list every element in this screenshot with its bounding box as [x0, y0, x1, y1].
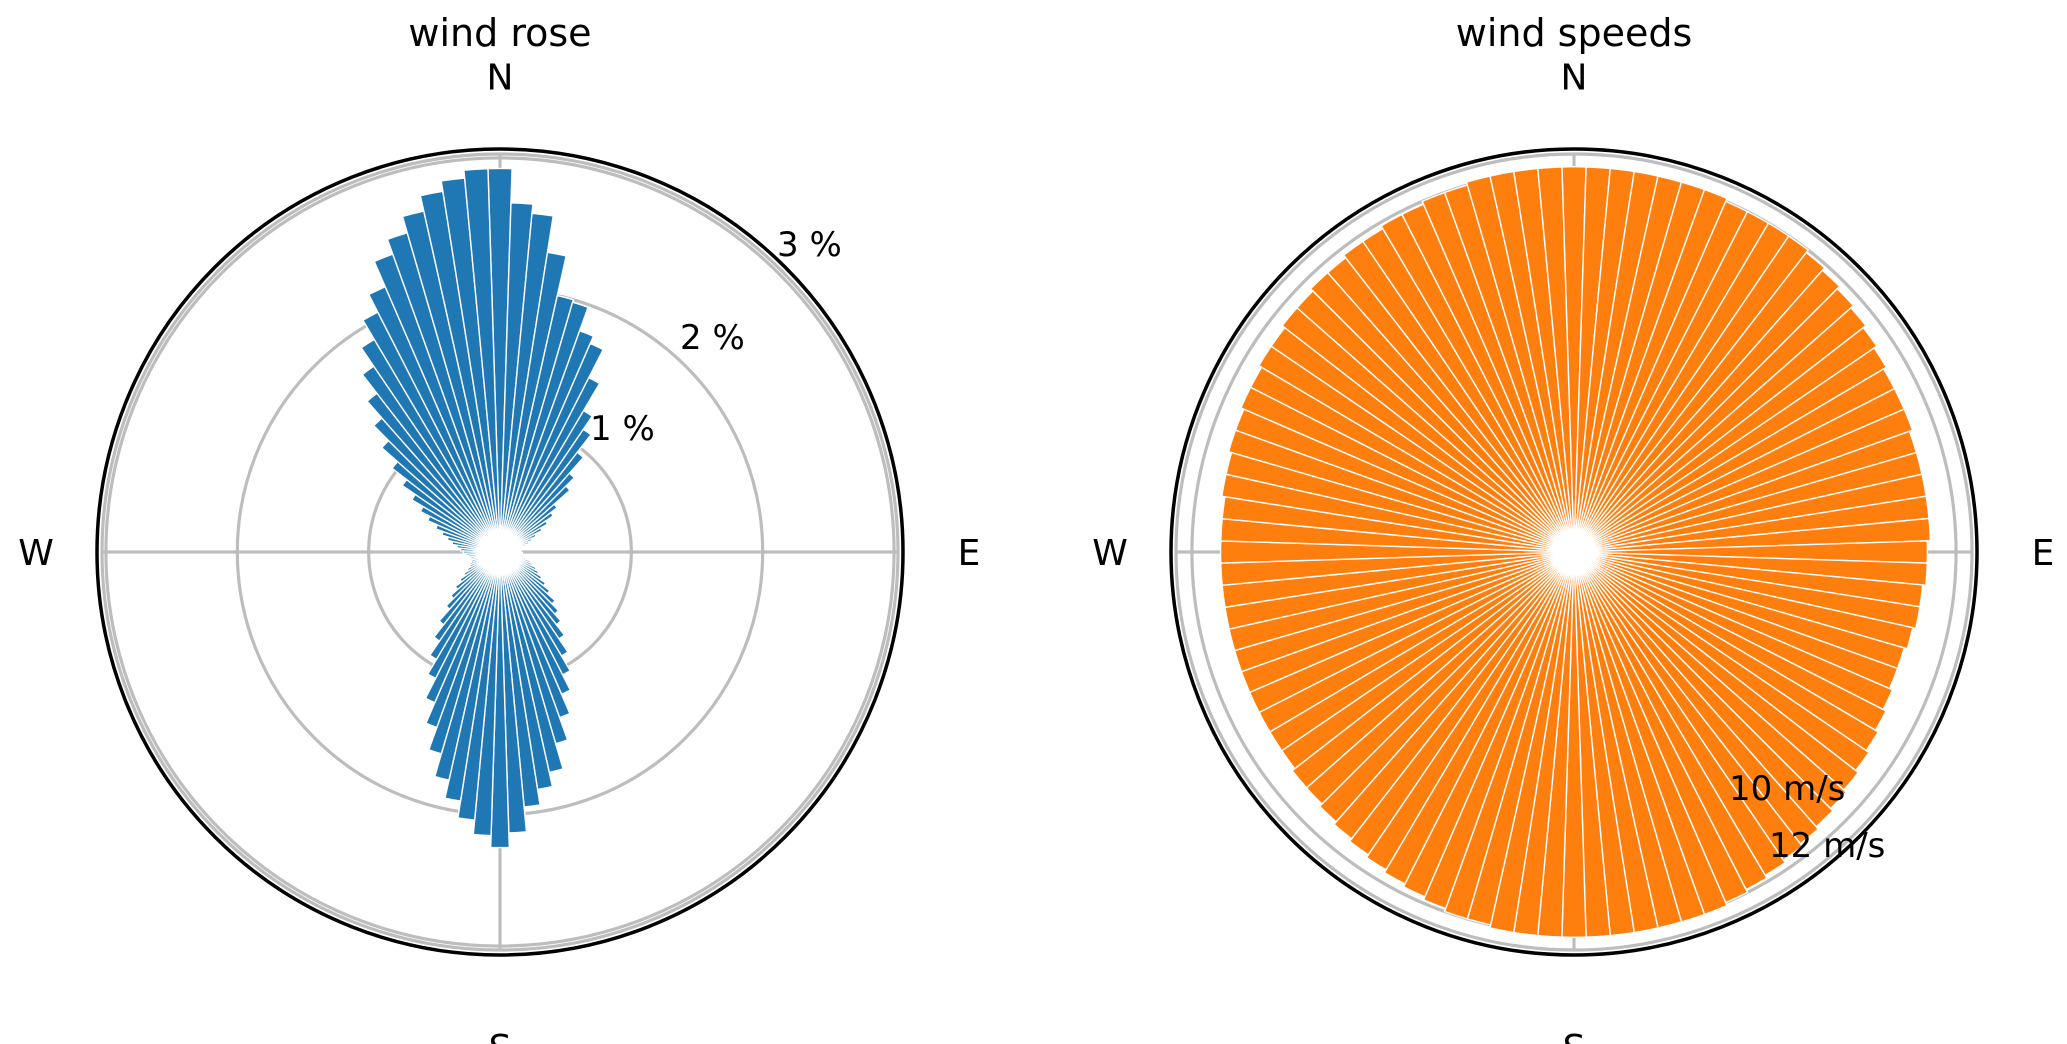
compass-label-n: N: [487, 57, 514, 98]
wind-bar: [499, 376, 601, 553]
compass-label-s: S: [489, 1028, 512, 1044]
wind-bar: [1422, 551, 1575, 910]
bars-layer: [1219, 166, 1932, 938]
wind-bar: [489, 551, 511, 849]
compass-label-e: E: [958, 533, 981, 574]
wind-speeds-panel: wind speeds 10 m/s 12 m/s N E S W: [1092, 11, 2054, 1044]
wind-bar: [1383, 551, 1575, 885]
radial-tick-label: 2 %: [680, 318, 745, 358]
wind-bar: [1332, 551, 1575, 840]
chart-title: wind rose: [408, 11, 591, 55]
wind-bar: [499, 409, 594, 553]
bars-layer: [360, 167, 605, 849]
wind-bar: [1291, 551, 1575, 789]
compass-label-e: E: [2032, 533, 2055, 574]
polar-outline: [95, 147, 905, 957]
wind-bar: [1573, 235, 1810, 553]
wind-bar: [1318, 551, 1575, 823]
chart-title: wind speeds: [1456, 11, 1693, 55]
wind-bar: [499, 472, 576, 553]
radial-tick-label: 3 %: [777, 225, 842, 265]
wind-bar: [1573, 517, 1932, 553]
radial-tick-labels: 10 m/s 12 m/s: [1729, 769, 1885, 866]
wind-bar: [1573, 347, 1888, 553]
wind-bar: [1573, 188, 1728, 553]
wind-rose-panel: wind rose 1 % 2 % 3 % N E S W: [18, 11, 980, 1044]
wind-bar: [1365, 551, 1575, 871]
wind-bar: [499, 485, 571, 553]
wind-bar: [499, 428, 592, 553]
wind-bar: [1573, 251, 1826, 553]
radial-tick-label: 10 m/s: [1729, 769, 1845, 809]
wind-bar: [1573, 326, 1878, 553]
wind-bar: [463, 167, 501, 553]
radial-tick-labels: 1 % 2 % 3 %: [590, 225, 842, 449]
wind-bar: [1402, 551, 1575, 898]
wind-bar: [1573, 287, 1855, 553]
polar-outline: [1169, 147, 1979, 957]
wind-bar: [1536, 166, 1575, 553]
radial-tick-label: 1 %: [590, 409, 655, 449]
wind-bar: [1573, 408, 1914, 553]
wind-bar: [1573, 269, 1841, 553]
wind-bar: [499, 451, 585, 553]
wind-bar: [1348, 551, 1575, 856]
compass-label-s: S: [1563, 1028, 1586, 1044]
radial-tick-label: 12 m/s: [1769, 826, 1885, 866]
compass-label-n: N: [1561, 57, 1588, 98]
wind-bar: [1573, 306, 1867, 553]
compass-label-w: W: [18, 533, 54, 574]
compass-label-w: W: [1092, 533, 1128, 574]
